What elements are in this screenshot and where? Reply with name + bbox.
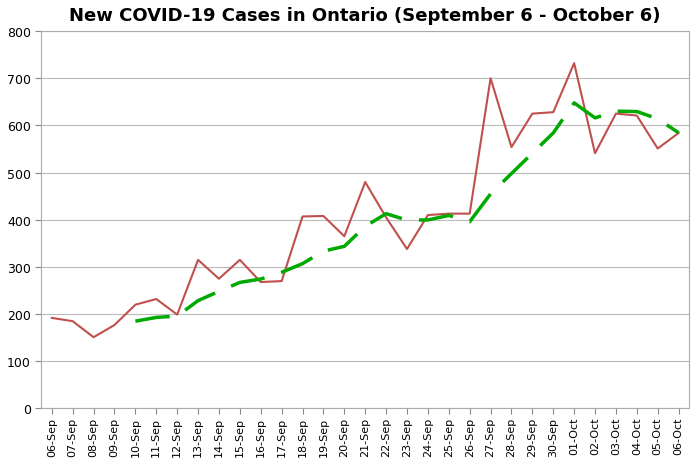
Title: New COVID-19 Cases in Ontario (September 6 - October 6): New COVID-19 Cases in Ontario (September… — [70, 7, 661, 25]
